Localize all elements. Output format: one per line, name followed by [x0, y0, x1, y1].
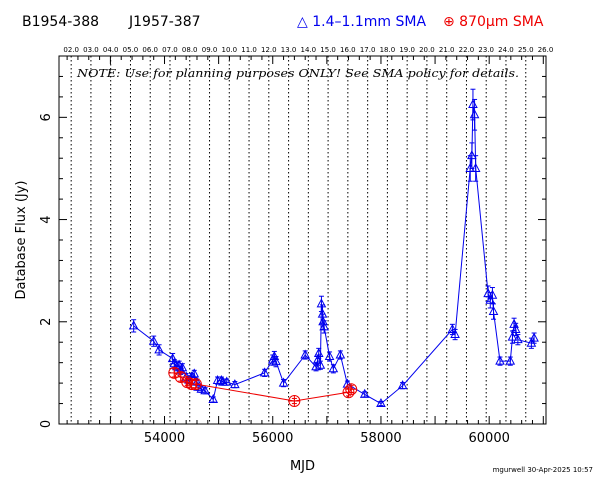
data-point [505, 355, 516, 365]
data-point [507, 331, 518, 341]
legend-sma-band2: ⊕ 870μm SMA [443, 14, 544, 30]
top-axis-label: 07.0 [162, 46, 178, 54]
data-point [278, 377, 289, 387]
data-point [470, 162, 481, 172]
data-point [335, 349, 346, 359]
top-axis-label: 05.0 [123, 46, 139, 54]
top-axis-label: 09.0 [202, 46, 218, 54]
x-tick-label: 60000 [469, 431, 510, 446]
x-tick-label: 54000 [144, 431, 185, 446]
data-point [324, 350, 335, 361]
top-axis-label: 24.0 [498, 46, 514, 54]
data-point [376, 397, 386, 408]
data-point [221, 376, 232, 386]
top-axis-label: 25.0 [518, 46, 534, 54]
footer-credit: mgurwell 30-Apr-2025 10:57 [492, 466, 593, 474]
planning-note: NOTE: Use for planning purposes ONLY! Se… [76, 67, 519, 80]
data-point [495, 355, 505, 365]
y-tick-label: 2 [39, 318, 54, 326]
data-point [300, 349, 311, 359]
data-point [397, 380, 408, 390]
top-axis-label: 04.0 [103, 46, 119, 54]
data-point [513, 334, 523, 344]
legend-sma-band1: △ 1.4–1.1mm SMA [297, 14, 427, 30]
y-tick-label: 4 [39, 215, 54, 223]
chart-title-source: B1954-388 [22, 14, 100, 30]
top-axis-label: 11.0 [241, 46, 257, 54]
top-axis-label: 16.0 [340, 46, 356, 54]
data-point [200, 385, 210, 395]
data-point [328, 363, 339, 373]
data-point [467, 150, 477, 160]
data-point [208, 393, 219, 403]
x-axis-label: MJD [290, 459, 315, 474]
data-point [230, 379, 240, 389]
data-point [526, 337, 537, 347]
data-point [359, 388, 370, 398]
data-point [450, 328, 460, 339]
data-point [259, 367, 270, 377]
y-tick-label: 6 [39, 113, 54, 121]
x-tick-label: 58000 [360, 431, 401, 446]
data-point [154, 344, 164, 354]
data-point [529, 332, 539, 342]
top-axis-label: 23.0 [478, 46, 494, 54]
top-axis-label: 13.0 [281, 46, 297, 54]
data-point [288, 395, 301, 407]
top-axis-label: 12.0 [261, 46, 277, 54]
y-axis-label: Database Flux (Jy) [14, 181, 29, 300]
x-tick-label: 56000 [252, 431, 293, 446]
data-point [148, 335, 159, 345]
data-point [447, 323, 458, 333]
top-axis-label: 06.0 [142, 46, 158, 54]
top-axis-label: 17.0 [360, 46, 376, 54]
top-axis-label: 03.0 [83, 46, 99, 54]
data-point [487, 289, 498, 299]
data-point [317, 308, 328, 318]
data-point [128, 320, 139, 330]
data-point [189, 378, 202, 391]
data-point [177, 362, 188, 372]
data-point [316, 298, 327, 308]
series-line [133, 104, 535, 405]
data-point [312, 354, 323, 364]
data-point [345, 383, 358, 396]
data-point [319, 321, 329, 331]
y-tick-label: 0 [39, 420, 54, 428]
top-axis-label: 15.0 [320, 46, 336, 54]
data-point [342, 386, 355, 399]
data-point [313, 347, 324, 357]
top-axis-label: 18.0 [380, 46, 396, 54]
top-axis-label: 08.0 [182, 46, 198, 54]
data-point [469, 109, 480, 119]
top-axis-label: 19.0 [399, 46, 415, 54]
top-axis-label: 20.0 [419, 46, 435, 54]
top-axis-label: 26.0 [538, 46, 554, 54]
top-axis-label: 14.0 [301, 46, 317, 54]
top-axis-label: 21.0 [439, 46, 455, 54]
top-axis-label: 10.0 [221, 46, 237, 54]
data-point [271, 356, 281, 366]
top-axis-label: 02.0 [63, 46, 79, 54]
data-point [510, 323, 521, 333]
data-point [189, 368, 200, 378]
data-point [315, 359, 326, 369]
top-axis-label: 22.0 [459, 46, 475, 54]
chart-title-alias: J1957-387 [129, 14, 201, 30]
data-point [488, 305, 499, 316]
